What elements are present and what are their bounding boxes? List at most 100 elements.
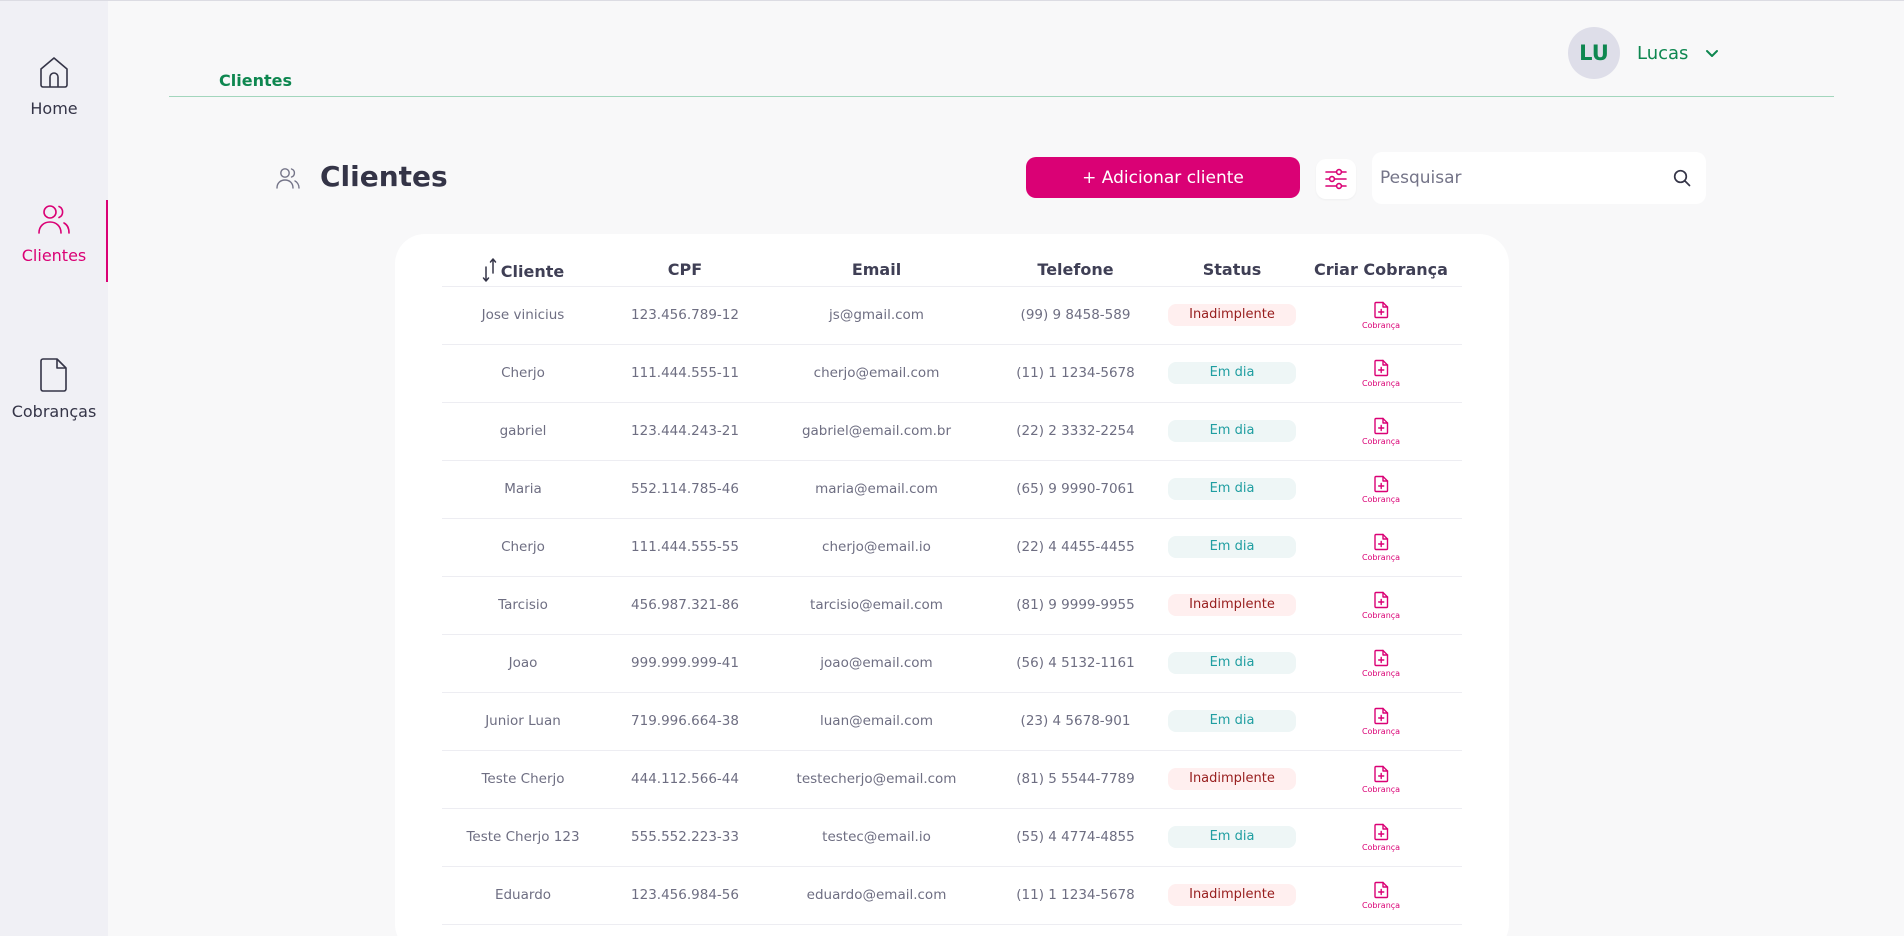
- breadcrumb[interactable]: Clientes: [219, 71, 292, 90]
- user-name[interactable]: Lucas: [1637, 43, 1689, 64]
- top-border: [108, 0, 1904, 1]
- create-charge-label: Cobrança: [1361, 668, 1401, 678]
- column-header-email: Email: [766, 254, 987, 287]
- cell-email: cherjo@email.io: [766, 518, 987, 577]
- sort-icon[interactable]: [482, 257, 498, 283]
- cell-phone: (22) 2 3332-2254: [987, 402, 1164, 461]
- add-document-icon: [1373, 301, 1388, 318]
- create-charge-label: Cobrança: [1361, 842, 1401, 852]
- add-document-icon: [1373, 475, 1388, 492]
- cell-create-charge: Cobrança: [1300, 286, 1462, 345]
- status-badge: Em dia: [1168, 826, 1296, 848]
- column-header-criar-cobranca: Criar Cobrança: [1300, 254, 1462, 287]
- cell-email: joao@email.com: [766, 634, 987, 693]
- create-charge-label: Cobrança: [1361, 494, 1401, 504]
- clients-table-card: Cliente CPF Email Telefone Status Criar …: [395, 234, 1509, 936]
- cell-email: maria@email.com: [766, 460, 987, 519]
- cell-status: Inadimplente: [1164, 286, 1300, 345]
- sidebar-item-clientes[interactable]: Clientes: [0, 200, 108, 284]
- cell-client-name: Maria: [442, 460, 604, 519]
- sidebar-item-home[interactable]: Home: [0, 53, 108, 137]
- cell-cpf: 719.996.664-38: [604, 692, 766, 751]
- cell-status: Inadimplente: [1164, 750, 1300, 809]
- cell-phone: (81) 5 5544-7789: [987, 750, 1164, 809]
- cell-client-name: Junior Luan: [442, 692, 604, 751]
- add-client-button[interactable]: + Adicionar cliente: [1026, 157, 1300, 198]
- table-body: Jose vinicius 123.456.789-12 js@gmail.com(…: [442, 286, 1462, 925]
- add-document-icon: [1373, 765, 1388, 782]
- search-icon[interactable]: [1672, 168, 1692, 188]
- create-charge-label: Cobrança: [1361, 610, 1401, 620]
- cell-create-charge: Cobrança: [1300, 460, 1462, 519]
- cell-cpf: 552.114.785-46: [604, 460, 766, 519]
- create-charge-label: Cobrança: [1361, 320, 1401, 330]
- cell-create-charge: Cobrança: [1300, 344, 1462, 403]
- create-charge-button[interactable]: Cobrança: [1362, 707, 1400, 736]
- column-header-status: Status: [1164, 254, 1300, 287]
- cell-create-charge: Cobrança: [1300, 576, 1462, 635]
- cell-create-charge: Cobrança: [1300, 808, 1462, 867]
- sidebar-item-cobrancas[interactable]: Cobranças: [0, 356, 108, 440]
- cell-client-name: Jose vinicius: [442, 286, 604, 345]
- table-row: Tarcisio 456.987.321-86 tarcisio@email.com…: [442, 576, 1462, 635]
- cell-email: tarcisio@email.com: [766, 576, 987, 635]
- cell-cpf: 123.456.984-56: [604, 866, 766, 925]
- cell-phone: (81) 9 9999-9955: [987, 576, 1164, 635]
- home-icon: [40, 57, 68, 88]
- create-charge-button[interactable]: Cobrança: [1362, 823, 1400, 852]
- table-row: Cherjo 111.444.555-11 cherjo@email.com (11)…: [442, 344, 1462, 403]
- table-row: Joao 999.999.999-41 joao@email.com (56) 4 5…: [442, 634, 1462, 693]
- cell-phone: (56) 4 5132-1161: [987, 634, 1164, 693]
- cell-phone: (55) 4 4774-4855: [987, 808, 1164, 867]
- cell-create-charge: Cobrança: [1300, 634, 1462, 693]
- cell-status: Inadimplente: [1164, 866, 1300, 925]
- cell-client-name: Tarcisio: [442, 576, 604, 635]
- cell-email: luan@email.com: [766, 692, 987, 751]
- cell-cpf: 123.456.789-12: [604, 286, 766, 345]
- chevron-down-icon[interactable]: [1703, 45, 1721, 63]
- create-charge-label: Cobrança: [1361, 552, 1401, 562]
- search-input[interactable]: [1372, 152, 1672, 204]
- create-charge-button[interactable]: Cobrança: [1362, 533, 1400, 562]
- cell-create-charge: Cobrança: [1300, 750, 1462, 809]
- filter-button[interactable]: [1316, 159, 1356, 199]
- table-row: Teste Cherjo 123 555.552.223-33 testec@ema…: [442, 808, 1462, 867]
- cell-cpf: 456.987.321-86: [604, 576, 766, 635]
- column-header-cpf: CPF: [604, 254, 766, 287]
- table-header-row: Cliente CPF Email Telefone Status Criar …: [442, 254, 1462, 287]
- cell-phone: (11) 1 1234-5678: [987, 344, 1164, 403]
- status-badge: Inadimplente: [1168, 884, 1296, 906]
- status-badge: Em dia: [1168, 362, 1296, 384]
- sidebar-item-label: Cobranças: [11, 402, 97, 421]
- users-icon: [276, 168, 300, 189]
- create-charge-button[interactable]: Cobrança: [1362, 417, 1400, 446]
- create-charge-button[interactable]: Cobrança: [1362, 649, 1400, 678]
- cell-phone: (23) 4 5678-901: [987, 692, 1164, 751]
- create-charge-label: Cobrança: [1361, 436, 1401, 446]
- cell-cpf: 123.444.243-21: [604, 402, 766, 461]
- sidebar-item-label: Home: [30, 99, 78, 118]
- avatar[interactable]: LU: [1568, 27, 1620, 79]
- cell-create-charge: Cobrança: [1300, 518, 1462, 577]
- cell-email: cherjo@email.com: [766, 344, 987, 403]
- add-document-icon: [1373, 707, 1388, 724]
- cell-email: js@gmail.com: [766, 286, 987, 345]
- column-header-cliente[interactable]: Cliente: [442, 254, 604, 287]
- sidebar: Home Clientes Cobranças: [0, 0, 108, 936]
- add-document-icon: [1373, 881, 1388, 898]
- cell-status: Em dia: [1164, 634, 1300, 693]
- create-charge-button[interactable]: Cobrança: [1362, 881, 1400, 910]
- create-charge-button[interactable]: Cobrança: [1362, 301, 1400, 330]
- create-charge-button[interactable]: Cobrança: [1362, 475, 1400, 504]
- status-badge: Em dia: [1168, 710, 1296, 732]
- column-header-label: Cliente: [500, 261, 565, 281]
- status-badge: Em dia: [1168, 420, 1296, 442]
- status-badge: Inadimplente: [1168, 768, 1296, 790]
- add-document-icon: [1373, 359, 1388, 376]
- cell-status: Em dia: [1164, 518, 1300, 577]
- create-charge-button[interactable]: Cobrança: [1362, 359, 1400, 388]
- create-charge-button[interactable]: Cobrança: [1362, 765, 1400, 794]
- create-charge-button[interactable]: Cobrança: [1362, 591, 1400, 620]
- cell-status: Em dia: [1164, 460, 1300, 519]
- cell-phone: (22) 4 4455-4455: [987, 518, 1164, 577]
